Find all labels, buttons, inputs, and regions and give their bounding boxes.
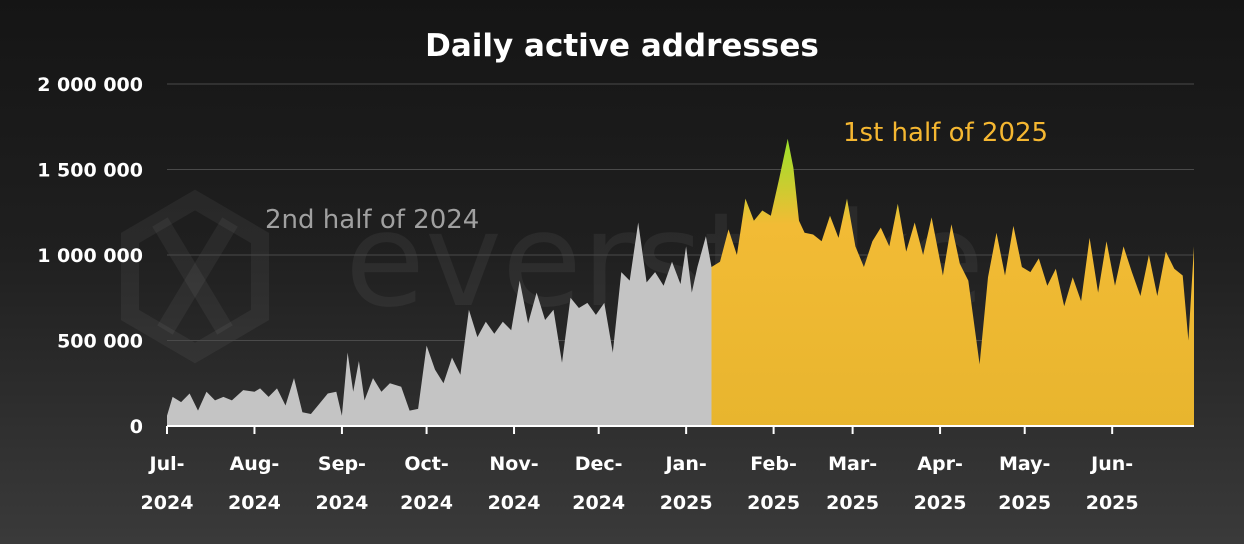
y-tick-label: 1 500 000 bbox=[37, 160, 143, 182]
everstake-logo-icon bbox=[121, 189, 269, 364]
area-series-h2-2024 bbox=[167, 222, 712, 426]
x-tick-month-label: Feb- bbox=[750, 453, 797, 475]
x-tick-month-label: Aug- bbox=[230, 453, 280, 475]
x-tick-month-label: Apr- bbox=[917, 453, 963, 475]
x-tick-year-label: 2025 bbox=[1086, 492, 1139, 514]
area-series-h1-2025 bbox=[711, 138, 1194, 426]
x-tick-year-label: 2024 bbox=[141, 492, 194, 514]
x-tick-month-label: Jul- bbox=[148, 453, 185, 475]
x-tick-month-label: Dec- bbox=[575, 453, 623, 475]
x-tick-year-label: 2024 bbox=[488, 492, 541, 514]
x-tick-year-label: 2025 bbox=[826, 492, 879, 514]
x-tick-year-label: 2025 bbox=[747, 492, 800, 514]
chart-title: Daily active addresses bbox=[425, 28, 819, 64]
y-tick-label: 0 bbox=[130, 416, 143, 438]
x-axis: Jul- 2024 Aug- 2024 Sep- 2024 Oct- 2024 Nov- 2024… bbox=[141, 425, 1194, 514]
x-tick-month-label: Jun- bbox=[1089, 453, 1133, 475]
y-tick-label: 500 000 bbox=[57, 331, 143, 353]
y-tick-label: 1 000 000 bbox=[37, 245, 143, 267]
x-tick-year-label: 2024 bbox=[400, 492, 453, 514]
y-axis-ticks: 0 500 000 1 000 000 1 500 000 2 000 000 bbox=[37, 74, 143, 438]
chart-areas bbox=[167, 138, 1194, 426]
annotation-1st-half-2025: 1st half of 2025 bbox=[843, 118, 1048, 148]
x-tick-year-label: 2024 bbox=[315, 492, 368, 514]
x-tick-year-label: 2024 bbox=[228, 492, 281, 514]
annotation-2nd-half-2024: 2nd half of 2024 bbox=[265, 205, 479, 235]
x-tick-year-label: 2024 bbox=[572, 492, 625, 514]
x-tick-month-label: Mar- bbox=[828, 453, 877, 475]
x-tick-year-label: 2025 bbox=[660, 492, 713, 514]
x-tick-month-label: May- bbox=[999, 453, 1050, 475]
x-tick-month-label: Jan- bbox=[663, 453, 706, 475]
x-tick-year-label: 2025 bbox=[998, 492, 1051, 514]
x-tick-month-label: Sep- bbox=[318, 453, 366, 475]
x-tick-month-label: Oct- bbox=[404, 453, 448, 475]
x-tick-year-label: 2025 bbox=[914, 492, 967, 514]
y-tick-label: 2 000 000 bbox=[37, 74, 143, 96]
x-tick-month-label: Nov- bbox=[489, 453, 538, 475]
